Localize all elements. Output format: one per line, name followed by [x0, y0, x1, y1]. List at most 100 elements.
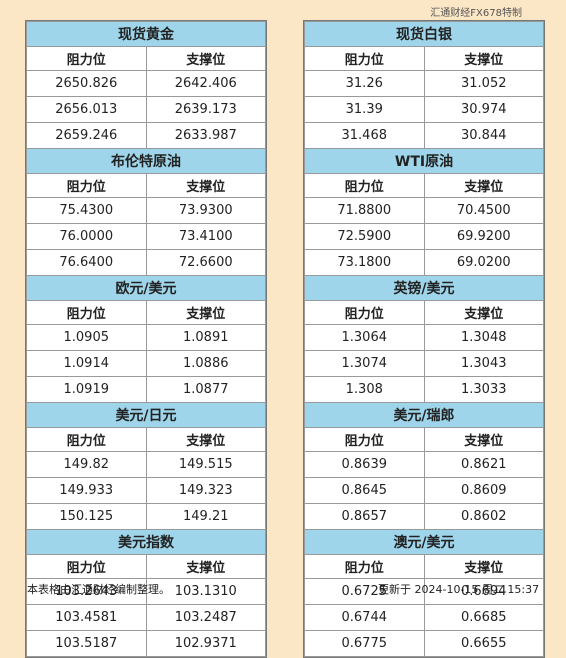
resistance-header: 阻力位 [305, 428, 425, 452]
resistance-value: 1.3074 [305, 351, 425, 377]
resistance-value: 76.6400 [27, 250, 147, 276]
support-value: 0.6655 [424, 631, 544, 657]
support-value: 1.0886 [146, 351, 266, 377]
table-row: 0.6744 0.6685 [305, 605, 544, 631]
footer-note: 本表格由汇通财经编制整理。 [27, 581, 170, 597]
section-title: 美元/日元 [27, 403, 266, 428]
resistance-header: 阻力位 [27, 555, 147, 579]
table-row: 73.1800 69.0200 [305, 250, 544, 276]
section-title: 澳元/美元 [305, 530, 544, 555]
support-value: 70.4500 [424, 198, 544, 224]
support-value: 1.3048 [424, 325, 544, 351]
support-value: 73.9300 [146, 198, 266, 224]
table-row: 2650.826 2642.406 [27, 71, 266, 97]
section-title: 美元指数 [27, 530, 266, 555]
resistance-value: 0.8657 [305, 504, 425, 530]
right-table: 现货白银 阻力位 支撑位 31.26 31.052 31.39 30.974 31.468 30… [304, 21, 544, 657]
resistance-value: 0.8645 [305, 478, 425, 504]
resistance-value: 0.8639 [305, 452, 425, 478]
support-value: 149.515 [146, 452, 266, 478]
left-table: 现货黄金 阻力位 支撑位 2650.826 2642.406 2656.013 2639.1… [26, 21, 266, 657]
support-value: 72.6600 [146, 250, 266, 276]
table-row: 0.6775 0.6655 [305, 631, 544, 657]
table-row: 1.0919 1.0877 [27, 377, 266, 403]
table-row: 150.125 149.21 [27, 504, 266, 530]
section-title: 现货黄金 [27, 22, 266, 47]
resistance-header: 阻力位 [305, 555, 425, 579]
footer-updated: 更新于 2024-10-15 周二 15:37 [378, 581, 539, 597]
section-title: 美元/瑞郎 [305, 403, 544, 428]
resistance-header: 阻力位 [305, 174, 425, 198]
right-panel: 现货白银 阻力位 支撑位 31.26 31.052 31.39 30.974 31.468 30… [303, 20, 545, 658]
resistance-header: 阻力位 [27, 47, 147, 71]
support-value: 2642.406 [146, 71, 266, 97]
resistance-header: 阻力位 [305, 301, 425, 325]
resistance-value: 0.6775 [305, 631, 425, 657]
support-header: 支撑位 [424, 428, 544, 452]
section-title: 布伦特原油 [27, 149, 266, 174]
resistance-value: 76.0000 [27, 224, 147, 250]
support-value: 1.0891 [146, 325, 266, 351]
table-row: 2659.246 2633.987 [27, 123, 266, 149]
table-row: 75.4300 73.9300 [27, 198, 266, 224]
support-value: 0.8621 [424, 452, 544, 478]
table-row: 149.933 149.323 [27, 478, 266, 504]
resistance-value: 1.308 [305, 377, 425, 403]
support-value: 103.2487 [146, 605, 266, 631]
table-row: 1.3064 1.3048 [305, 325, 544, 351]
support-value: 102.9371 [146, 631, 266, 657]
table-row: 76.0000 73.4100 [27, 224, 266, 250]
resistance-value: 31.468 [305, 123, 425, 149]
support-value: 73.4100 [146, 224, 266, 250]
table-row: 1.3074 1.3043 [305, 351, 544, 377]
support-value: 30.844 [424, 123, 544, 149]
table-row: 2656.013 2639.173 [27, 97, 266, 123]
resistance-value: 1.3064 [305, 325, 425, 351]
support-value: 2633.987 [146, 123, 266, 149]
support-value: 0.8609 [424, 478, 544, 504]
support-value: 149.21 [146, 504, 266, 530]
resistance-value: 0.6744 [305, 605, 425, 631]
support-value: 1.3033 [424, 377, 544, 403]
support-value: 149.323 [146, 478, 266, 504]
resistance-header: 阻力位 [27, 174, 147, 198]
resistance-value: 103.4581 [27, 605, 147, 631]
table-row: 71.8800 70.4500 [305, 198, 544, 224]
resistance-value: 1.0905 [27, 325, 147, 351]
support-header: 支撑位 [146, 428, 266, 452]
section-title: 英镑/美元 [305, 276, 544, 301]
support-value: 30.974 [424, 97, 544, 123]
table-row: 103.4581 103.2487 [27, 605, 266, 631]
resistance-value: 71.8800 [305, 198, 425, 224]
resistance-value: 149.933 [27, 478, 147, 504]
table-row: 149.82 149.515 [27, 452, 266, 478]
resistance-value: 31.26 [305, 71, 425, 97]
resistance-value: 103.5187 [27, 631, 147, 657]
resistance-header: 阻力位 [27, 428, 147, 452]
table-row: 103.5187 102.9371 [27, 631, 266, 657]
resistance-value: 2656.013 [27, 97, 147, 123]
support-value: 69.9200 [424, 224, 544, 250]
resistance-value: 72.5900 [305, 224, 425, 250]
table-row: 1.0905 1.0891 [27, 325, 266, 351]
resistance-value: 31.39 [305, 97, 425, 123]
resistance-header: 阻力位 [305, 47, 425, 71]
resistance-value: 73.1800 [305, 250, 425, 276]
support-value: 1.3043 [424, 351, 544, 377]
section-title: 欧元/美元 [27, 276, 266, 301]
table-row: 1.308 1.3033 [305, 377, 544, 403]
support-header: 支撑位 [146, 555, 266, 579]
support-header: 支撑位 [424, 174, 544, 198]
support-value: 0.6685 [424, 605, 544, 631]
support-header: 支撑位 [424, 47, 544, 71]
table-row: 0.8657 0.8602 [305, 504, 544, 530]
resistance-value: 1.0914 [27, 351, 147, 377]
section-title: WTI原油 [305, 149, 544, 174]
resistance-header: 阻力位 [27, 301, 147, 325]
support-header: 支撑位 [146, 174, 266, 198]
support-value: 0.8602 [424, 504, 544, 530]
table-row: 1.0914 1.0886 [27, 351, 266, 377]
table-row: 31.468 30.844 [305, 123, 544, 149]
table-row: 0.8639 0.8621 [305, 452, 544, 478]
resistance-value: 2650.826 [27, 71, 147, 97]
